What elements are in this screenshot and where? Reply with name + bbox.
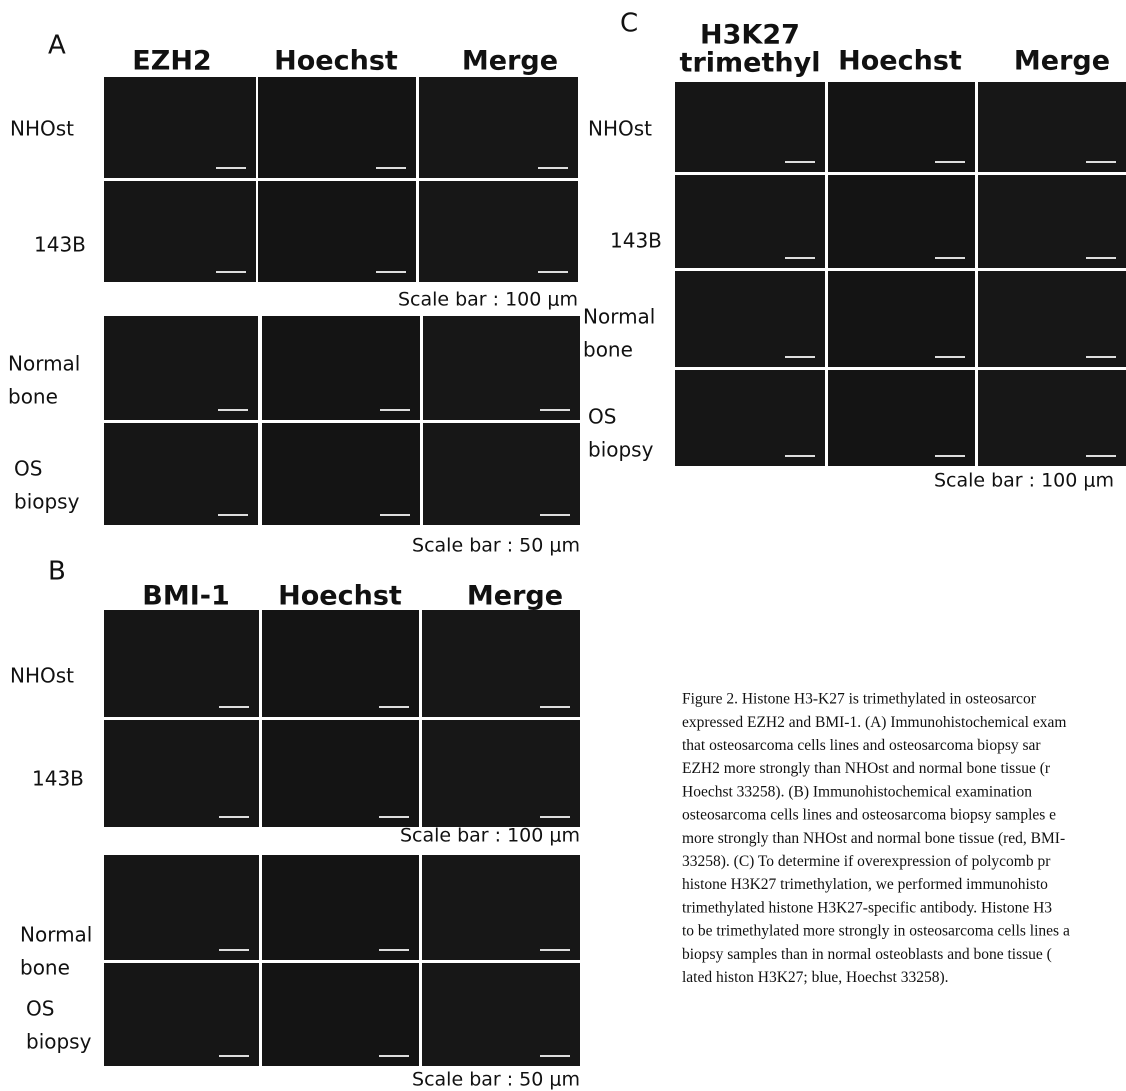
micrograph — [262, 610, 419, 717]
row-label: biopsy — [14, 490, 80, 514]
caption-line: Figure 2. Histone H3-K27 is trimethylate… — [682, 691, 1037, 708]
micrograph — [422, 963, 580, 1066]
micrograph — [978, 271, 1126, 367]
row-label: biopsy — [26, 1030, 92, 1054]
row-label: Normal — [20, 923, 92, 947]
micrograph — [262, 423, 420, 525]
column-header: BMI-1 — [142, 581, 230, 612]
row-label: 143B — [34, 233, 86, 257]
caption-line: more strongly than NHOst and normal bone… — [682, 830, 1065, 847]
figure: A EZH2 Hoechst Merge NHOst 143B Scale bar : 10… — [0, 0, 1126, 1091]
micrograph — [978, 82, 1126, 172]
panel-letter: C — [620, 9, 638, 39]
row-label: bone — [20, 956, 70, 980]
column-header: Hoechst — [838, 46, 962, 77]
caption-line: to be trimethylated more strongly in ost… — [682, 923, 1070, 940]
scale-caption: Scale bar : 50 μm — [412, 535, 580, 557]
row-label: Normal — [583, 305, 655, 329]
micrograph — [419, 181, 578, 282]
micrograph — [104, 855, 259, 960]
micrograph — [104, 423, 258, 525]
caption-line: lated histon H3K27; blue, Hoechst 33258)… — [682, 969, 948, 986]
caption-line: biopsy samples than in normal osteoblast… — [682, 946, 1052, 963]
micrograph — [675, 370, 825, 466]
micrograph — [262, 720, 419, 827]
panel-letter: A — [48, 31, 66, 61]
micrograph — [828, 175, 975, 268]
micrograph — [104, 610, 259, 717]
micrograph — [828, 370, 975, 466]
column-header: Hoechst — [278, 581, 402, 612]
column-header: trimethyl — [680, 48, 821, 79]
column-header: Hoechst — [274, 46, 398, 77]
micrograph — [104, 77, 256, 178]
caption-line: histone H3K27 trimethylation, we perform… — [682, 876, 1048, 893]
micrograph — [828, 271, 975, 367]
row-label: NHOst — [10, 664, 74, 688]
micrograph — [675, 82, 825, 172]
row-label: NHOst — [588, 117, 652, 141]
micrograph — [262, 316, 420, 420]
micrograph — [419, 77, 578, 178]
row-label: NHOst — [10, 117, 74, 141]
scale-caption: Scale bar : 50 μm — [412, 1069, 580, 1091]
micrograph — [675, 175, 825, 268]
panel-letter: B — [48, 557, 66, 587]
micrograph — [104, 963, 259, 1066]
column-header: Merge — [1014, 46, 1110, 77]
caption-line: EZH2 more strongly than NHOst and normal… — [682, 760, 1051, 777]
micrograph — [104, 316, 258, 420]
micrograph — [828, 82, 975, 172]
micrograph — [675, 271, 825, 367]
column-header: Merge — [462, 46, 558, 77]
micrograph — [422, 855, 580, 960]
caption-line: 33258). (C) To determine if overexpressi… — [682, 853, 1051, 870]
micrograph — [978, 175, 1126, 268]
caption-line: osteosarcoma cells lines and osteosarcom… — [682, 807, 1056, 824]
micrograph — [262, 855, 419, 960]
caption-line: expressed EZH2 and BMI-1. (A) Immunohist… — [682, 714, 1066, 731]
row-label: 143B — [32, 767, 84, 791]
row-label: 143B — [610, 229, 662, 253]
micrograph — [422, 610, 580, 717]
micrograph — [104, 720, 259, 827]
column-header: H3K27 — [700, 20, 800, 51]
micrograph — [978, 370, 1126, 466]
micrograph — [104, 181, 256, 282]
row-label: bone — [583, 338, 633, 362]
column-header: Merge — [467, 581, 563, 612]
caption-line: Hoechst 33258). (B) Immunohistochemical … — [682, 783, 1032, 800]
caption-line: that osteosarcoma cells lines and osteos… — [682, 737, 1041, 754]
micrograph — [423, 423, 580, 525]
row-label: Normal — [8, 352, 80, 376]
row-label: OS — [14, 457, 42, 481]
column-header: EZH2 — [132, 46, 211, 77]
caption-line: trimethylated histone H3K27-specific ant… — [682, 899, 1052, 916]
micrograph — [423, 316, 580, 420]
scale-caption: Scale bar : 100 μm — [400, 825, 580, 847]
micrograph — [262, 963, 419, 1066]
row-label: biopsy — [588, 438, 654, 462]
scale-caption: Scale bar : 100 μm — [398, 289, 578, 311]
scale-caption: Scale bar : 100 μm — [934, 470, 1114, 492]
row-label: bone — [8, 385, 58, 409]
row-label: OS — [588, 405, 616, 429]
micrograph — [258, 181, 416, 282]
micrograph — [422, 720, 580, 827]
micrograph — [258, 77, 416, 178]
row-label: OS — [26, 997, 54, 1021]
